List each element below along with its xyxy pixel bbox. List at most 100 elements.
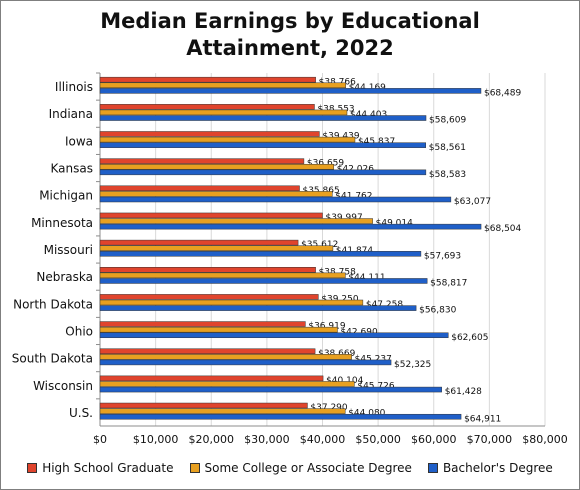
bar xyxy=(99,386,442,393)
data-label: $57,693 xyxy=(424,251,461,261)
bar xyxy=(99,223,482,230)
data-label: $44,080 xyxy=(348,409,385,419)
data-label: $38,669 xyxy=(318,349,355,359)
data-label: $44,111 xyxy=(348,273,385,283)
bar xyxy=(99,305,417,311)
x-tick-label: $70,000 xyxy=(467,433,513,446)
legend-label-bachelors: Bachelor's Degree xyxy=(442,461,553,475)
bar xyxy=(99,408,346,414)
x-tick-label: $30,000 xyxy=(244,433,290,446)
legend-item-some-college: Some College or Associate Degree xyxy=(189,461,412,475)
bar xyxy=(99,359,392,366)
data-label: $58,609 xyxy=(429,116,466,126)
data-label: $45,237 xyxy=(355,354,392,364)
data-label: $62,605 xyxy=(451,333,488,343)
legend-swatch-some-college xyxy=(189,463,200,473)
data-label: $56,830 xyxy=(419,306,456,316)
x-tick-label: $80,000 xyxy=(522,433,568,446)
bar xyxy=(99,196,452,203)
bar xyxy=(99,332,449,339)
x-tick-label: $40,000 xyxy=(300,433,346,446)
data-label: $41,874 xyxy=(336,246,373,256)
bar xyxy=(99,212,323,219)
category-label: Illinois xyxy=(55,80,93,94)
bar xyxy=(99,272,346,279)
data-label: $36,919 xyxy=(308,322,345,332)
bar xyxy=(99,348,316,354)
data-label: $61,428 xyxy=(445,387,482,397)
data-label: $42,026 xyxy=(337,164,374,174)
bar xyxy=(99,354,352,360)
bar xyxy=(99,163,335,170)
bar xyxy=(99,321,306,327)
bar xyxy=(99,185,300,192)
bar xyxy=(99,239,299,246)
chart-title-line-1: Median Earnings by Educational xyxy=(100,9,480,33)
data-label: $68,489 xyxy=(484,88,521,98)
bar xyxy=(99,267,316,273)
bar xyxy=(99,245,334,251)
bar xyxy=(99,381,355,387)
x-tick-label: $50,000 xyxy=(355,433,401,446)
category-label: Nebraska xyxy=(36,270,93,284)
bar xyxy=(99,294,319,300)
data-label: $39,250 xyxy=(321,295,358,305)
category-label: North Dakota xyxy=(13,297,93,311)
bar xyxy=(99,109,348,116)
bar xyxy=(99,299,364,306)
category-label: Ohio xyxy=(65,324,93,338)
data-label: $39,439 xyxy=(322,132,359,142)
data-label: $39,997 xyxy=(325,213,362,223)
data-label: $58,583 xyxy=(429,170,466,180)
data-label: $44,169 xyxy=(349,83,386,93)
bar xyxy=(99,326,338,333)
data-label: $37,290 xyxy=(310,403,347,413)
chart-title: Median Earnings by Educational Attainmen… xyxy=(0,8,580,62)
category-label: Iowa xyxy=(65,134,93,148)
category-label: South Dakota xyxy=(12,352,93,366)
legend-item-high-school: High School Graduate xyxy=(27,461,174,475)
bar xyxy=(99,169,427,176)
bar xyxy=(99,402,308,409)
data-label: $38,553 xyxy=(317,104,354,114)
legend-swatch-bachelors xyxy=(427,463,438,473)
data-label: $45,837 xyxy=(358,137,395,147)
bar xyxy=(99,76,316,83)
category-label: Minnesota xyxy=(31,216,93,230)
data-label: $47,258 xyxy=(366,300,403,310)
x-tick-label: $60,000 xyxy=(411,433,457,446)
data-label: $41,762 xyxy=(335,191,372,201)
legend-label-high-school: High School Graduate xyxy=(42,461,174,475)
data-label: $49,014 xyxy=(376,219,413,229)
bar xyxy=(99,131,320,137)
data-label: $45,726 xyxy=(357,382,394,392)
bar xyxy=(99,413,462,420)
data-label: $58,561 xyxy=(429,143,466,153)
bar xyxy=(99,82,346,89)
legend-item-bachelors: Bachelor's Degree xyxy=(427,461,553,475)
bar xyxy=(99,88,482,94)
bar xyxy=(99,251,422,257)
category-label: Missouri xyxy=(44,243,93,257)
data-label: $38,758 xyxy=(319,267,356,277)
bar xyxy=(99,115,427,121)
category-label: Wisconsin xyxy=(33,379,93,393)
x-tick-label: $20,000 xyxy=(189,433,235,446)
data-label: $64,911 xyxy=(464,414,501,424)
bar xyxy=(99,142,426,148)
category-label: Michigan xyxy=(39,189,93,203)
bar xyxy=(99,278,428,284)
data-label: $35,865 xyxy=(302,186,339,196)
data-label: $36,659 xyxy=(307,159,344,169)
bar xyxy=(99,158,305,164)
category-label: Kansas xyxy=(51,162,93,176)
category-label: U.S. xyxy=(69,406,93,420)
bar xyxy=(99,375,324,382)
legend: High School Graduate Some College or Ass… xyxy=(0,461,580,475)
data-label: $68,504 xyxy=(484,224,521,234)
bar xyxy=(99,104,315,110)
data-label: $63,077 xyxy=(454,197,491,207)
x-tick-label: $10,000 xyxy=(133,433,179,446)
data-label: $58,817 xyxy=(430,279,467,289)
